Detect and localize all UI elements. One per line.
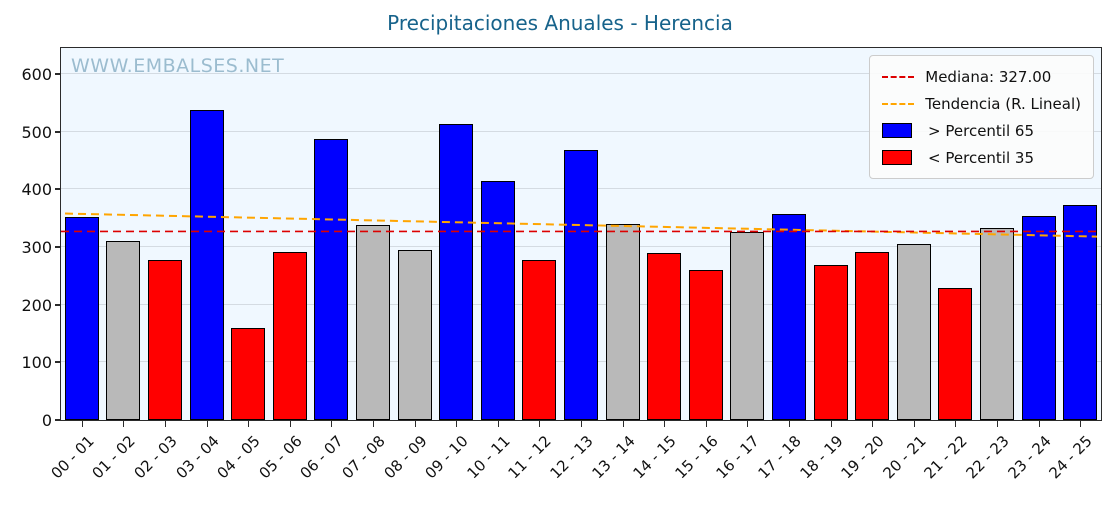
bar <box>314 138 349 420</box>
x-tick-mark <box>414 421 416 427</box>
bar <box>563 149 599 420</box>
y-tick-label: 300 <box>21 237 52 257</box>
y-tick-label: 100 <box>21 353 52 373</box>
x-tick-mark <box>705 421 707 427</box>
x-tick-mark <box>581 421 582 427</box>
bar <box>439 123 474 420</box>
x-axis-labels: 00 - 01 01 - 02 02 - 03 03 - 04 04 - 05 05 - … <box>47 432 1102 492</box>
y-tick-label: 600 <box>21 64 52 84</box>
bar <box>979 227 1015 420</box>
x-tick-mark <box>206 421 208 427</box>
y-tick-mark <box>55 72 60 75</box>
legend-patch-swatch <box>882 123 913 138</box>
legend-patch-swatch <box>882 150 913 165</box>
x-tick-mark <box>830 421 832 427</box>
x-tick-mark <box>664 421 666 427</box>
bar <box>522 259 557 420</box>
x-tick-mark <box>248 421 250 427</box>
legend: Mediana: 327.00 Tendencia (R. Lineal) > P… <box>869 55 1094 179</box>
legend-item: > Percentil 65 <box>882 117 1081 144</box>
bar <box>106 241 141 420</box>
bar <box>730 231 765 420</box>
y-tick-mark <box>55 245 60 248</box>
bar <box>189 109 224 420</box>
y-tick-mark <box>55 303 60 306</box>
legend-item: < Percentil 35 <box>882 144 1081 171</box>
plot-area: WWW.EMBALSES.NET Mediana: 327.00 Tendenci… <box>55 47 1102 427</box>
bar <box>480 181 515 420</box>
x-tick-mark <box>456 421 458 427</box>
legend-label: > Percentil 65 <box>923 121 1035 140</box>
x-tick-mark <box>1080 421 1082 427</box>
x-tick-mark <box>165 421 166 427</box>
bar <box>855 252 890 420</box>
y-tick-label: 200 <box>21 295 52 315</box>
bar <box>605 223 640 420</box>
x-tick-mark <box>872 421 874 427</box>
y-tick-label: 500 <box>21 122 52 142</box>
y-tick-mark <box>55 130 60 133</box>
legend-label: Tendencia (R. Lineal) <box>925 94 1081 113</box>
x-tick-mark <box>123 421 125 427</box>
bar <box>938 287 973 420</box>
chart-title: Precipitaciones Anuales - Herencia <box>387 11 733 35</box>
bar <box>647 252 682 420</box>
gridline <box>61 130 1101 132</box>
legend-label: < Percentil 35 <box>923 148 1035 167</box>
y-axis-labels: 0 100 200 300 400 500 600 <box>0 47 52 430</box>
legend-dash-swatch <box>882 102 915 105</box>
bar <box>688 270 723 420</box>
y-tick-label: 400 <box>21 180 52 200</box>
bar <box>896 244 931 420</box>
y-tick-mark <box>55 419 60 421</box>
bar <box>272 252 307 420</box>
x-tick-mark <box>913 421 915 427</box>
x-tick-mark <box>997 421 998 427</box>
y-tick-mark <box>55 188 60 191</box>
bar <box>64 217 99 420</box>
x-tick-mark <box>81 421 83 427</box>
bar <box>813 264 848 420</box>
x-tick-mark <box>789 421 790 427</box>
bar <box>1063 205 1098 420</box>
watermark: WWW.EMBALSES.NET <box>71 55 285 77</box>
bar <box>355 225 391 420</box>
x-tick-mark <box>955 421 957 427</box>
bar <box>1021 216 1056 420</box>
legend-dash-swatch <box>882 75 915 78</box>
gridline <box>61 72 1101 74</box>
legend-item: Tendencia (R. Lineal) <box>882 90 1081 117</box>
x-tick-mark <box>331 421 333 427</box>
legend-label: Mediana: 327.00 <box>925 67 1052 86</box>
x-tick-mark <box>622 421 624 427</box>
x-tick-mark <box>747 421 749 427</box>
bar <box>771 214 807 420</box>
x-tick-mark <box>539 421 541 427</box>
bar <box>397 249 432 420</box>
bar <box>231 328 266 420</box>
x-tick-mark <box>373 421 374 427</box>
y-tick-label: 0 <box>41 411 52 430</box>
x-tick-mark <box>289 421 291 427</box>
x-tick-mark <box>497 421 499 427</box>
x-tick-mark <box>1038 421 1040 427</box>
legend-item: Mediana: 327.00 <box>882 63 1081 90</box>
y-tick-mark <box>55 361 60 364</box>
bar <box>147 259 183 420</box>
